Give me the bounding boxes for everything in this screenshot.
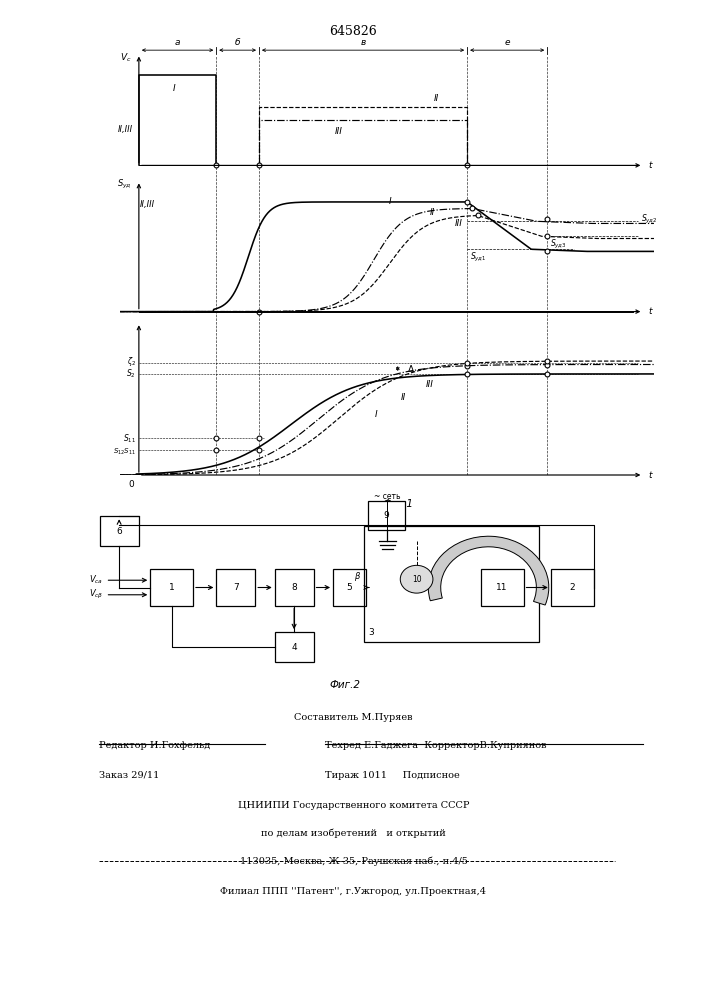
Bar: [551, 569, 594, 606]
Text: 0: 0: [128, 480, 134, 489]
Text: Фиг.1: Фиг.1: [382, 499, 414, 509]
Text: 8: 8: [291, 583, 297, 592]
Text: Филиал ППП ''Патент'', г.Ужгород, ул.Проектная,4: Филиал ППП ''Патент'', г.Ужгород, ул.Про…: [221, 887, 486, 896]
Text: по делам изобретений   и открытий: по делам изобретений и открытий: [261, 829, 446, 838]
Text: III: III: [426, 380, 433, 389]
Text: $S_{уд2}$: $S_{уд2}$: [641, 213, 658, 226]
Bar: [368, 502, 405, 530]
Bar: [100, 516, 139, 546]
Text: Редактор И.Гохфельд: Редактор И.Гохфельд: [99, 741, 210, 750]
Text: 3: 3: [369, 628, 375, 637]
Text: β: β: [354, 572, 360, 581]
Bar: [151, 569, 193, 606]
Text: I: I: [375, 410, 378, 419]
Text: 4: 4: [291, 643, 297, 652]
Bar: [275, 632, 314, 662]
Text: 645826: 645826: [329, 25, 378, 38]
Text: $\Delta$: $\Delta$: [407, 363, 416, 374]
Text: 7: 7: [233, 583, 239, 592]
Text: $S_{уд}$: $S_{уд}$: [117, 178, 132, 191]
Text: 10: 10: [411, 575, 421, 584]
Bar: [364, 526, 539, 642]
Text: $S_{уд3}$: $S_{уд3}$: [550, 238, 566, 251]
Text: в: в: [361, 38, 366, 47]
Text: 5: 5: [346, 583, 352, 592]
Text: $V_{ca}$: $V_{ca}$: [89, 574, 104, 586]
Text: II,III: II,III: [139, 200, 154, 209]
Text: III: III: [455, 219, 463, 228]
Text: е: е: [504, 38, 510, 47]
Text: I: I: [388, 197, 391, 206]
Text: 113035, Москва, Ж-35, Раушская наб., п.4/5: 113035, Москва, Ж-35, Раушская наб., п.4…: [240, 857, 467, 866]
Bar: [333, 569, 366, 606]
Text: 11: 11: [496, 583, 508, 592]
Text: $V_{c\beta}$: $V_{c\beta}$: [89, 588, 104, 601]
Text: Тираж 1011     Подписное: Тираж 1011 Подписное: [325, 771, 460, 780]
Text: II: II: [400, 393, 406, 402]
Text: $S_2$: $S_2$: [127, 368, 136, 380]
Text: Заказ 29/11: Заказ 29/11: [99, 771, 159, 780]
Text: ~ сеть: ~ сеть: [374, 492, 401, 501]
Text: б: б: [235, 38, 240, 47]
Circle shape: [400, 565, 433, 593]
Text: Фиг.2: Фиг.2: [329, 680, 360, 690]
Text: I: I: [173, 84, 175, 93]
Text: II,III: II,III: [118, 125, 133, 134]
Text: 1: 1: [169, 583, 175, 592]
Bar: [216, 569, 255, 606]
Text: $\zeta_2$: $\zeta_2$: [127, 355, 136, 368]
Text: $S_{уд1}$: $S_{уд1}$: [470, 250, 486, 264]
Bar: [275, 569, 314, 606]
Text: Составитель М.Пуряев: Составитель М.Пуряев: [294, 713, 413, 722]
Text: $V_c$: $V_c$: [119, 52, 132, 64]
Text: Техред Е.Гаджега  КорректорВ.Куприянов: Техред Е.Гаджега КорректорВ.Куприянов: [325, 741, 547, 750]
Text: II: II: [430, 208, 435, 217]
Text: ЦНИИПИ Государственного комитета СССР: ЦНИИПИ Государственного комитета СССР: [238, 801, 469, 810]
Text: III: III: [335, 127, 343, 136]
Text: II: II: [433, 94, 438, 103]
Text: a: a: [175, 38, 180, 47]
Text: t: t: [648, 307, 652, 316]
Bar: [481, 569, 523, 606]
Text: 9: 9: [384, 511, 390, 520]
Text: 2: 2: [569, 583, 575, 592]
Wedge shape: [428, 536, 549, 605]
Text: $S_{12}S_{11}$: $S_{12}S_{11}$: [113, 447, 136, 457]
Text: t: t: [648, 471, 652, 480]
Text: t: t: [648, 161, 652, 170]
Text: 6: 6: [116, 527, 122, 536]
Text: $S_{11}$: $S_{11}$: [123, 432, 136, 445]
